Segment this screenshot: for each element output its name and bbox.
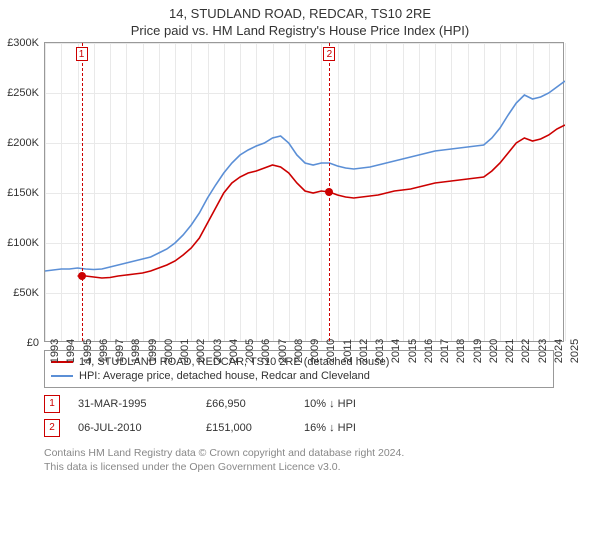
- x-axis-label: 2025: [569, 339, 581, 363]
- chart-title: 14, STUDLAND ROAD, REDCAR, TS10 2RE: [0, 0, 600, 21]
- chart-subtitle: Price paid vs. HM Land Registry's House …: [0, 21, 600, 42]
- legend-label: HPI: Average price, detached house, Redc…: [79, 370, 370, 382]
- legend-swatch: [51, 375, 73, 377]
- sale-date: 31-MAR-1995: [78, 398, 188, 410]
- marker-label: 1: [76, 47, 88, 61]
- attribution: Contains HM Land Registry data © Crown c…: [44, 446, 590, 474]
- price-chart: £0£50K£100K£150K£200K£250K£300K199319941…: [44, 42, 564, 342]
- sale-date: 06-JUL-2010: [78, 422, 188, 434]
- attribution-line: Contains HM Land Registry data © Crown c…: [44, 446, 590, 460]
- sale-diff: 10% ↓ HPI: [304, 398, 394, 410]
- y-axis-label: £100K: [1, 237, 39, 249]
- series-hpi: [45, 81, 565, 271]
- sale-row: 1 31-MAR-1995 £66,950 10% ↓ HPI: [44, 392, 590, 416]
- marker-dash: [82, 43, 83, 341]
- y-axis-label: £50K: [1, 287, 39, 299]
- sale-marker: 1: [44, 395, 60, 413]
- sale-diff: 16% ↓ HPI: [304, 422, 394, 434]
- y-axis-label: £300K: [1, 37, 39, 49]
- marker-label: 2: [323, 47, 335, 61]
- sale-marker: 2: [44, 419, 60, 437]
- y-axis-label: £0: [1, 337, 39, 349]
- sale-price: £66,950: [206, 398, 286, 410]
- y-axis-label: £250K: [1, 87, 39, 99]
- y-axis-label: £150K: [1, 187, 39, 199]
- legend-item: HPI: Average price, detached house, Redc…: [51, 369, 547, 383]
- sale-row: 2 06-JUL-2010 £151,000 16% ↓ HPI: [44, 416, 590, 440]
- marker-dot: [78, 272, 86, 280]
- sale-price: £151,000: [206, 422, 286, 434]
- series-price_paid: [78, 125, 566, 278]
- marker-dot: [325, 188, 333, 196]
- attribution-line: This data is licensed under the Open Gov…: [44, 460, 590, 474]
- sales-table: 1 31-MAR-1995 £66,950 10% ↓ HPI 2 06-JUL-2010…: [44, 392, 590, 440]
- y-axis-label: £200K: [1, 137, 39, 149]
